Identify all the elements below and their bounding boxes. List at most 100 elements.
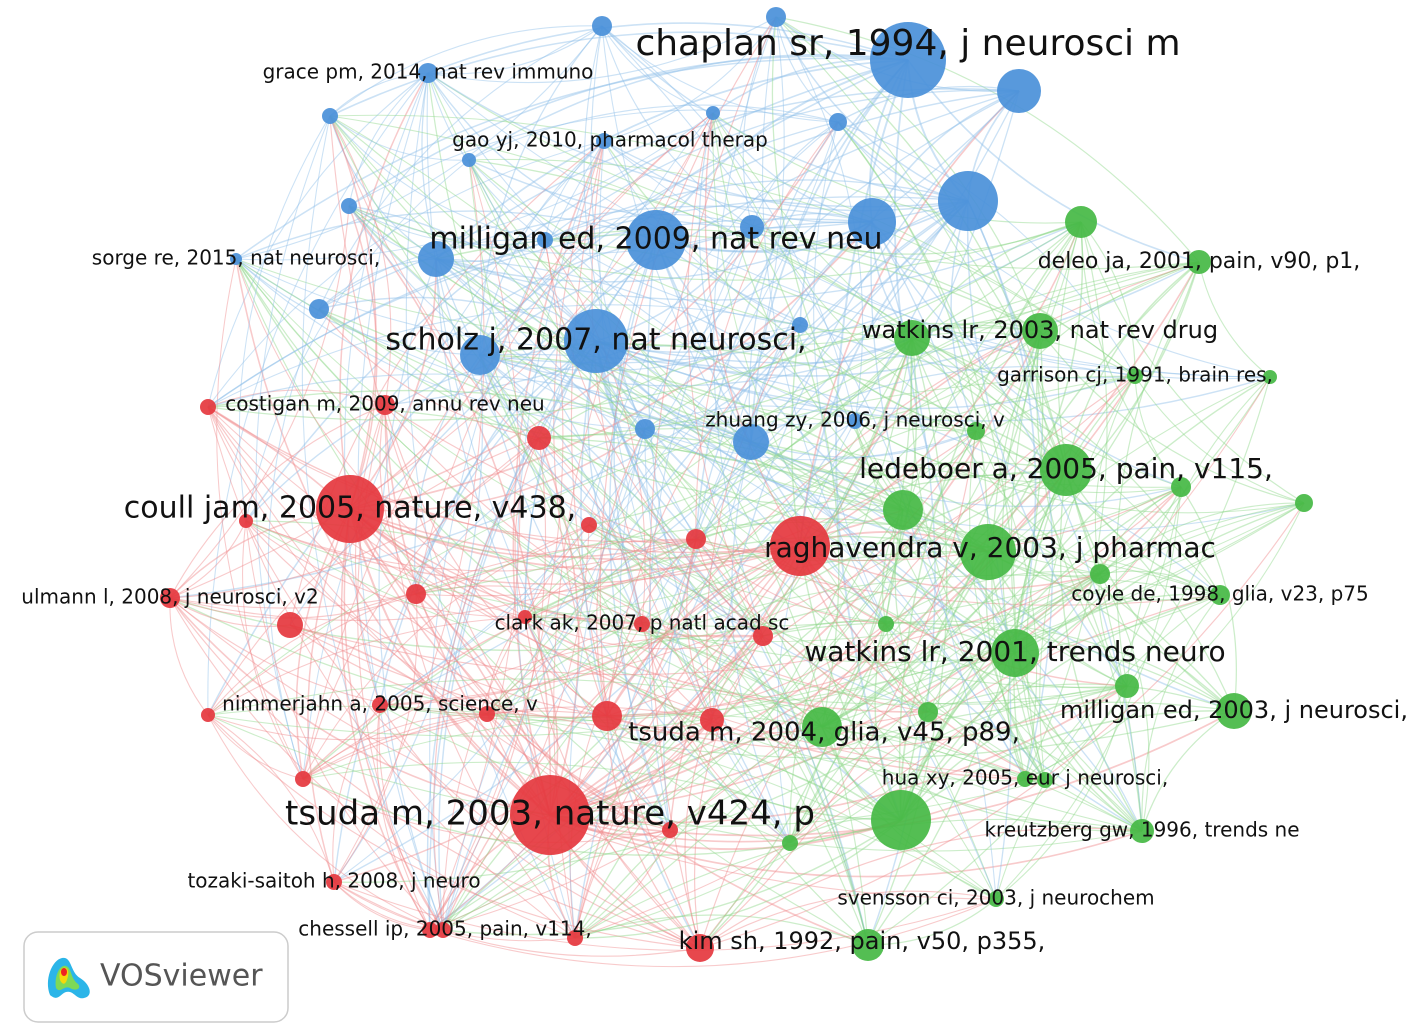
edge — [468, 159, 791, 844]
node — [230, 253, 242, 265]
edge — [245, 520, 526, 618]
edge — [524, 261, 1200, 618]
edge — [1057, 221, 1101, 575]
node — [537, 232, 553, 248]
node — [706, 106, 720, 120]
edge — [468, 53, 909, 161]
edge — [235, 210, 657, 260]
edge — [415, 430, 977, 597]
edge — [524, 616, 823, 728]
edge — [442, 469, 1067, 931]
edge — [750, 441, 1143, 832]
edge — [435, 221, 1082, 301]
edge — [789, 685, 1128, 844]
edge — [329, 31, 909, 117]
edge — [343, 508, 444, 931]
edge — [712, 112, 873, 223]
edge — [442, 337, 913, 931]
edge — [479, 354, 929, 713]
edge — [379, 226, 753, 706]
edge — [302, 140, 605, 780]
edge — [207, 221, 1082, 421]
edge — [574, 337, 913, 939]
node — [1295, 494, 1313, 512]
edge — [302, 761, 997, 900]
edge — [695, 221, 873, 540]
edge — [644, 428, 1305, 532]
edge — [608, 239, 671, 831]
node — [770, 516, 830, 576]
edge — [333, 159, 485, 883]
edge — [207, 713, 488, 741]
edge — [267, 308, 320, 780]
node — [960, 524, 1016, 580]
edge — [348, 205, 597, 342]
edge — [169, 520, 247, 599]
edge — [641, 594, 1221, 664]
edge — [789, 573, 1101, 844]
edge — [318, 205, 873, 310]
edge — [712, 112, 887, 625]
edge — [429, 337, 913, 931]
edge — [731, 441, 791, 844]
edge — [574, 545, 801, 939]
edge — [775, 16, 839, 123]
node — [847, 413, 863, 429]
edge — [245, 520, 697, 572]
node-label: raghavendra v, 2003, j pharmac — [764, 531, 1216, 564]
edge — [538, 437, 580, 816]
edge — [799, 200, 969, 547]
edge — [329, 115, 1221, 596]
node — [422, 922, 438, 938]
node — [1065, 206, 1097, 238]
edge — [595, 340, 989, 553]
edge — [479, 354, 989, 553]
edge — [669, 545, 801, 831]
edge — [235, 112, 714, 261]
edge — [538, 322, 1041, 439]
edge — [207, 678, 1143, 832]
logo: VOSviewer — [23, 931, 289, 1023]
edge — [427, 72, 1143, 832]
edge — [349, 239, 546, 510]
node-label: costigan m, 2009, annu rev neu — [225, 392, 544, 416]
edge — [574, 829, 671, 939]
edge — [687, 112, 764, 637]
edge — [603, 16, 777, 142]
edge — [442, 726, 823, 931]
edge — [900, 594, 1221, 821]
edge — [871, 221, 1143, 832]
edge — [655, 239, 1136, 379]
node — [592, 701, 622, 731]
edge — [348, 205, 552, 816]
edge — [644, 326, 1041, 430]
edge — [695, 200, 969, 540]
edge — [669, 701, 1235, 831]
edge — [349, 508, 551, 816]
edge — [648, 226, 753, 831]
edge — [588, 486, 1182, 562]
edge — [329, 25, 603, 117]
edge — [339, 72, 429, 510]
edge — [907, 59, 1200, 263]
edge — [900, 502, 1305, 821]
edge — [435, 258, 997, 900]
edge — [245, 520, 701, 949]
node — [894, 320, 930, 356]
edge — [486, 221, 1082, 715]
node — [295, 771, 311, 787]
node — [878, 616, 894, 632]
edge — [789, 469, 1067, 844]
edge — [885, 221, 1082, 625]
node — [592, 16, 612, 36]
edge — [329, 115, 437, 260]
edge — [695, 486, 1182, 562]
edge — [207, 714, 444, 931]
edge — [799, 545, 1046, 781]
edge — [969, 430, 1046, 781]
edge — [603, 140, 969, 212]
node-label: zhuang zy, 2006, j neurosci, v — [705, 408, 1005, 432]
edge — [1099, 573, 1150, 832]
edge — [699, 827, 1143, 949]
node — [991, 629, 1039, 677]
